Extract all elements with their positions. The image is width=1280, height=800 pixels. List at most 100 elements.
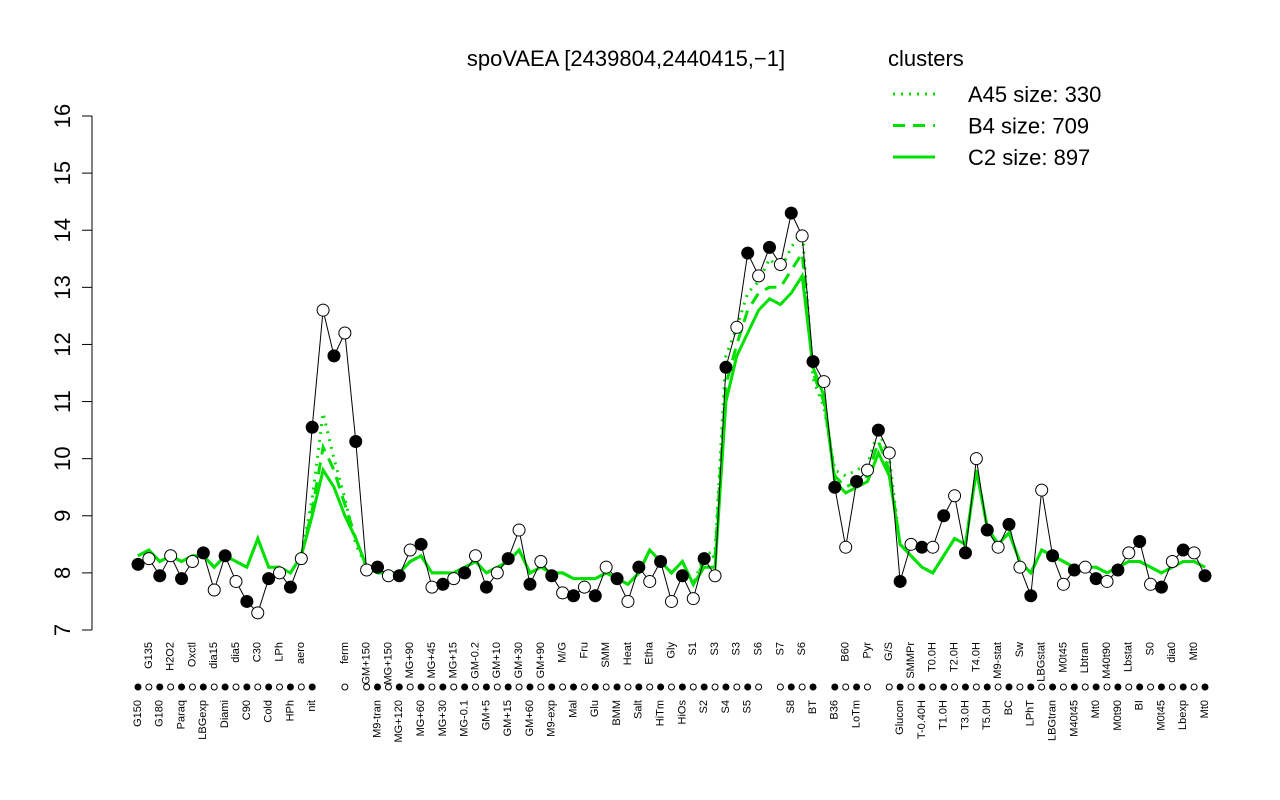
x-marker: [1038, 683, 1046, 691]
x-marker: [1103, 683, 1111, 691]
x-marker: [1190, 683, 1198, 691]
x-tick-label: LBGexp: [197, 700, 209, 740]
x-tick-label: Mt0: [1090, 700, 1102, 718]
x-tick-label: G135: [143, 642, 155, 669]
x-tick-label: Cold: [263, 700, 275, 723]
x-marker: [776, 683, 784, 691]
data-point: [1067, 563, 1081, 577]
data-point: [414, 537, 428, 551]
cluster-line: [137, 271, 1206, 588]
legend-label: B4 size: 709: [968, 114, 1089, 139]
data-point: [349, 435, 363, 449]
x-marker: [1005, 683, 1013, 691]
x-marker: [188, 683, 196, 691]
data-point: [969, 452, 983, 466]
x-marker: [689, 683, 697, 691]
x-marker: [276, 683, 284, 691]
data-point: [643, 574, 657, 588]
x-tick-label: T-0.40H: [916, 700, 928, 739]
data-point: [501, 552, 515, 566]
x-tick-label: HiTm: [655, 700, 667, 726]
data-point: [436, 577, 450, 591]
x-tick-label: Lbtran: [1079, 642, 1091, 673]
x-marker: [286, 683, 294, 691]
x-tick-label: S6: [796, 642, 808, 655]
x-tick-label: MG-0.1: [459, 700, 471, 737]
x-tick-label: S3: [731, 642, 743, 655]
data-point: [1111, 563, 1125, 577]
x-tick-label: Paraq: [175, 700, 187, 729]
data-point: [425, 580, 439, 594]
data-point: [741, 246, 755, 260]
x-marker: [243, 683, 251, 691]
data-point: [665, 594, 678, 608]
data-point: [937, 509, 951, 523]
x-tick-label: B36: [829, 700, 841, 720]
data-point: [1013, 560, 1027, 574]
x-marker: [907, 683, 915, 691]
x-tick-label: BC: [1003, 700, 1015, 715]
data-point: [860, 463, 874, 477]
x-marker: [221, 683, 229, 691]
x-marker: [384, 683, 392, 691]
x-tick-label: GM+30: [513, 642, 525, 678]
data-point: [403, 543, 417, 557]
x-tick-label: LPhT: [1025, 700, 1037, 727]
x-marker: [1114, 683, 1122, 691]
data-point: [479, 580, 493, 594]
data-point: [534, 554, 548, 568]
x-tick-label: dia15: [208, 642, 220, 669]
x-tick-label: Diami: [219, 700, 231, 728]
x-tick-label: aero: [295, 642, 307, 664]
x-tick-label: Glu: [589, 700, 601, 717]
data-point: [686, 592, 700, 606]
x-marker: [798, 683, 806, 691]
x-tick-label: nit: [306, 700, 318, 712]
data-point: [1165, 554, 1179, 568]
x-marker: [961, 683, 969, 691]
x-tick-label: Pyr: [861, 642, 873, 659]
x-marker: [232, 683, 240, 691]
data-point: [164, 549, 178, 563]
x-tick-label: Etha: [644, 641, 656, 665]
data-point: [556, 586, 570, 600]
x-marker: [787, 683, 795, 691]
data-point: [1154, 580, 1168, 594]
data-point: [882, 446, 896, 460]
x-tick-label: dia0: [1166, 642, 1178, 663]
x-marker: [733, 683, 741, 691]
x-tick-label: T4.0H: [970, 642, 982, 672]
x-marker: [842, 683, 850, 691]
x-tick-label: LBGtran: [1046, 700, 1058, 741]
x-tick-label: Fru: [578, 642, 590, 659]
x-tick-label: GM+60: [524, 700, 536, 736]
x-marker: [265, 683, 273, 691]
data-point: [251, 606, 265, 620]
x-tick-label: T2.0H: [948, 642, 960, 672]
data-point: [697, 552, 711, 566]
data-point: [828, 480, 842, 494]
x-tick-label: T0.0H: [927, 642, 939, 672]
data-point: [719, 360, 733, 374]
x-tick-label: GM+90: [535, 642, 547, 678]
x-marker: [1027, 683, 1035, 691]
x-tick-label: LPh: [273, 642, 285, 662]
data-point: [218, 549, 232, 563]
x-marker: [472, 683, 480, 691]
x-marker: [461, 683, 469, 691]
x-marker: [1157, 683, 1165, 691]
x-tick-label: S2: [698, 700, 710, 713]
x-tick-label: GM-0.2: [469, 642, 481, 679]
data-point: [632, 560, 646, 574]
legend-label: C2 size: 897: [968, 145, 1090, 170]
x-tick-label: M40t90: [1101, 642, 1113, 679]
y-tick-label: 13: [50, 275, 75, 299]
data-point: [262, 572, 276, 586]
x-marker: [341, 683, 349, 691]
x-marker: [406, 683, 414, 691]
x-tick-label: G150: [132, 700, 144, 727]
data-point: [621, 594, 635, 608]
data-point: [1078, 560, 1092, 574]
data-point: [1144, 577, 1158, 591]
